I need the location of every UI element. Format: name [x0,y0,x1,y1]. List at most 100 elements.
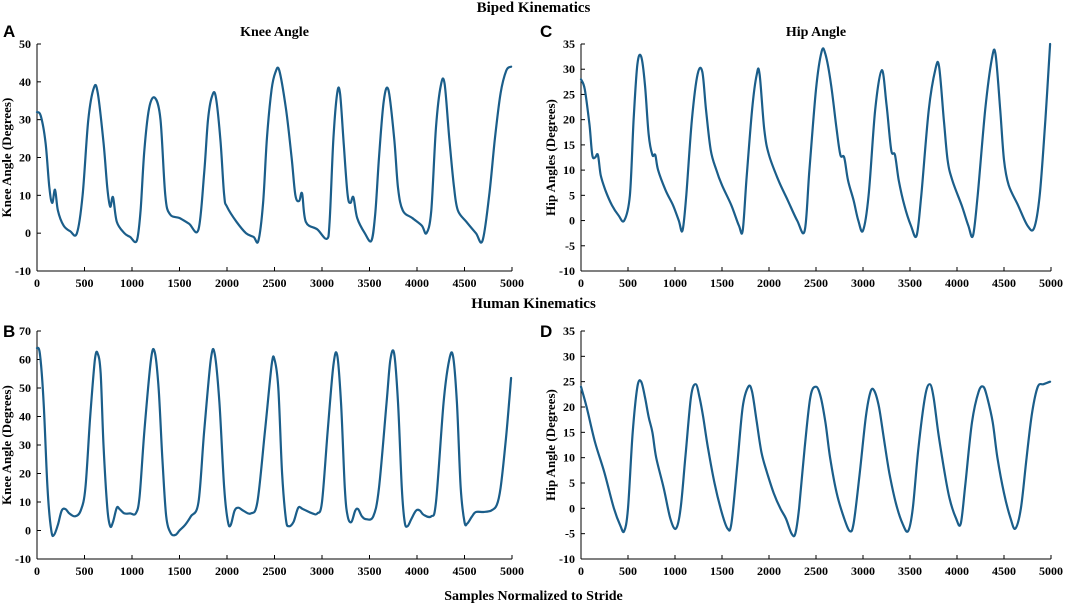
y-axis-label: Knee Angle (Degrees) [0,385,14,505]
y-tick-label: 20 [19,151,31,165]
y-axis-label: Hip Angle (Degrees) [543,389,558,501]
x-tick-label: 500 [76,564,94,578]
y-tick-label: 5 [569,476,575,490]
x-tick-label: 2500 [804,564,828,578]
x-tick-label: 4000 [405,276,429,290]
series-line [35,346,513,538]
y-tick-label: 0 [25,524,31,538]
y-tick-label: -5 [565,239,575,253]
y-tick-label: 10 [19,188,31,202]
y-tick-label: 50 [19,381,31,395]
y-tick-label: 70 [19,324,31,338]
y-tick-label: -10 [559,552,575,566]
y-tick-label: -10 [15,264,31,278]
x-tick-label: 2500 [263,564,287,578]
y-tick-label: 0 [25,226,31,240]
x-tick-label: 3500 [358,564,382,578]
x-tick-label: 4000 [945,564,969,578]
y-tick-label: 60 [19,353,31,367]
x-tick-label: 1000 [120,564,144,578]
x-tick-label: 2000 [757,276,781,290]
y-tick-label: 20 [563,400,575,414]
x-tick-label: 4500 [992,564,1016,578]
y-tick-label: 40 [19,75,31,89]
panel-label-c: C [540,22,553,41]
y-tick-label: -10 [559,264,575,278]
y-tick-label: 35 [563,37,575,51]
y-tick-label: 10 [19,495,31,509]
y-tick-label: -10 [15,552,31,566]
y-tick-label: 0 [569,214,575,228]
panel-label-d: D [540,322,553,341]
x-tick-label: 5000 [500,564,524,578]
y-tick-label: 15 [563,138,575,152]
y-axis-label: Knee Angle (Degrees) [0,98,14,218]
series-line [579,379,1052,538]
x-tick-label: 0 [578,564,584,578]
shared-x-axis-label: Samples Normalized to Stride [444,589,623,604]
panel-label-b: B [3,322,16,341]
y-tick-label: 30 [563,349,575,363]
chart-title: Knee Angle [240,25,309,40]
x-tick-label: 1500 [168,564,192,578]
biped-kinematics-title: Biped Kinematics [476,0,591,16]
series-line [35,65,513,244]
x-tick-label: 5000 [500,276,524,290]
x-tick-label: 1500 [710,564,734,578]
y-tick-label: 30 [19,438,31,452]
y-axis-label: Hip Angles (Degrees) [543,99,558,216]
x-tick-label: 500 [76,276,94,290]
y-tick-label: 25 [563,375,575,389]
x-tick-label: 3500 [898,276,922,290]
x-tick-label: 2000 [215,276,239,290]
x-tick-label: 1000 [663,276,687,290]
x-tick-label: 0 [578,276,584,290]
x-tick-label: 1000 [663,564,687,578]
x-tick-label: 4500 [453,276,477,290]
x-tick-label: 500 [619,564,637,578]
x-tick-label: 5000 [1039,564,1063,578]
x-tick-label: 3000 [851,276,875,290]
panel-label-a: A [3,22,16,41]
x-tick-label: 1500 [710,276,734,290]
series-line [579,42,1052,239]
x-tick-label: 3000 [851,564,875,578]
x-tick-label: 4500 [453,564,477,578]
y-tick-label: 20 [563,113,575,127]
y-tick-label: 10 [563,451,575,465]
y-tick-label: 30 [563,62,575,76]
x-tick-label: 1000 [120,276,144,290]
human-kinematics-title: Human Kinematics [471,296,596,312]
chart-title: Hip Angle [786,25,846,40]
x-tick-label: 3500 [898,564,922,578]
y-tick-label: 25 [563,87,575,101]
y-tick-label: 5 [569,188,575,202]
y-tick-label: 35 [563,324,575,338]
y-tick-label: 50 [19,37,31,51]
y-tick-label: -5 [565,527,575,541]
y-tick-label: 20 [19,467,31,481]
x-tick-label: 1500 [168,276,192,290]
x-tick-label: 4000 [405,564,429,578]
y-tick-label: 0 [569,501,575,515]
x-tick-label: 5000 [1039,276,1063,290]
x-tick-label: 500 [619,276,637,290]
x-tick-label: 2000 [215,564,239,578]
y-tick-label: 10 [563,163,575,177]
x-tick-label: 3500 [358,276,382,290]
y-tick-label: 30 [19,113,31,127]
x-tick-label: 2500 [804,276,828,290]
x-tick-label: 0 [34,564,40,578]
x-tick-label: 2000 [757,564,781,578]
x-tick-label: 3000 [310,276,334,290]
y-tick-label: 40 [19,410,31,424]
x-tick-label: 4500 [992,276,1016,290]
y-tick-label: 15 [563,425,575,439]
x-tick-label: 2500 [263,276,287,290]
x-tick-label: 0 [34,276,40,290]
x-tick-label: 4000 [945,276,969,290]
